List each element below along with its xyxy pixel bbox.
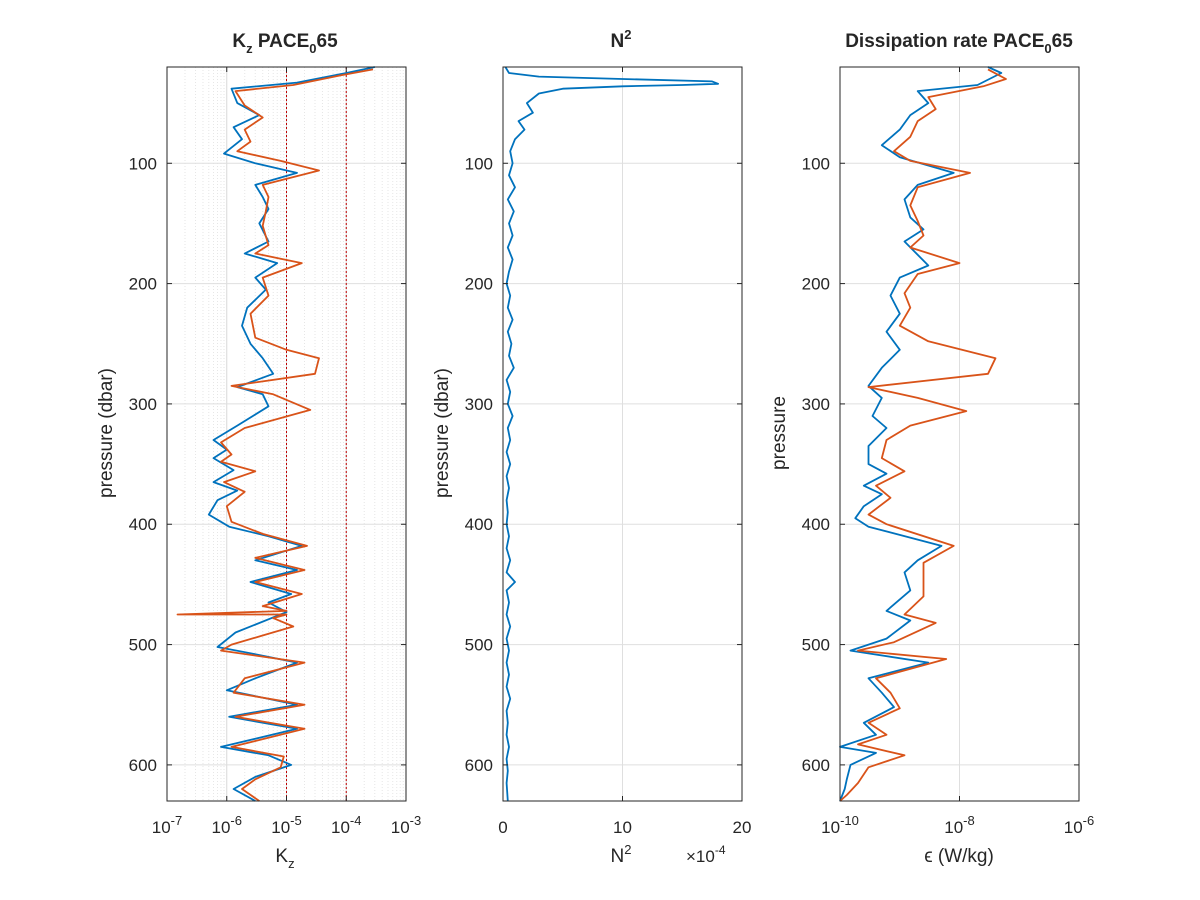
n2-chart-panel: 0 10 20 100 200 300 400 500 600 N2 N2 ×10-4 pre… [432, 27, 751, 867]
kz-x-axis-label: Kz [275, 846, 294, 871]
dissipation-axes [839, 66, 1080, 802]
dissipation-y-tick-label: 500 [802, 636, 830, 655]
kz-y-tick-label: 600 [129, 756, 157, 775]
dissipation-y-tick-label: 100 [802, 154, 830, 173]
dissipation-grid [840, 67, 1079, 801]
dissipation-chart-panel: 10-10 10-8 10-6 100 200 300 400 500 600 Dissipa… [769, 31, 1094, 867]
dissipation-x-axis-label: ϵ (W/kg) [924, 846, 994, 867]
n2-x-multiplier: ×10-4 [686, 843, 726, 866]
n2-y-axis-label: pressure (dbar) [432, 368, 453, 498]
n2-grid [503, 67, 742, 801]
dissipation-y-tick-label: 300 [802, 395, 830, 414]
n2-x-tick-label: 0 [498, 818, 507, 837]
n2-x-tick-label: 20 [733, 818, 752, 837]
n2-y-tick-label: 300 [465, 395, 493, 414]
kz-y-tick-label: 500 [129, 636, 157, 655]
kz-grid [166, 67, 406, 801]
dissipation-series-group [839, 66, 1007, 802]
dissipation-x-tick-labels: 10-10 10-8 10-6 [821, 813, 1094, 837]
n2-y-tick-label: 200 [465, 275, 493, 294]
kz-y-tick-labels: 100 200 300 400 500 600 [129, 154, 157, 775]
dissipation-y-tick-label: 200 [802, 275, 830, 294]
dissipation-chart-title: Dissipation rate PACE065 [845, 31, 1073, 56]
n2-x-tick-label: 10 [613, 818, 632, 837]
n2-y-tick-label: 400 [465, 515, 493, 534]
n2-x-tick-labels: 0 10 20 [498, 818, 751, 837]
kz-chart-panel: 10-7 10-6 10-5 10-4 10-3 100200300400500600 … [96, 31, 421, 871]
kz-y-tick-label: 200 [129, 275, 157, 294]
n2-chart-title: N2 [611, 27, 632, 52]
n2-y-tick-label: 600 [465, 756, 493, 775]
kz-chart-title: Kz PACE065 [232, 31, 338, 56]
dissipation-y-axis-label: pressure [769, 396, 790, 470]
dissipation-y-tick-label: 600 [802, 756, 830, 775]
dissipation-x-tick-label: 10-6 [1064, 813, 1094, 837]
kz-y-axis-label: pressure (dbar) [96, 368, 117, 498]
n2-y-tick-label: 100 [465, 154, 493, 173]
n2-series-1-line [504, 66, 719, 802]
dissipation-y-tick-labels: 100 200 300 400 500 600 [802, 154, 830, 775]
n2-series-group [504, 66, 719, 802]
kz-series-2-line [176, 68, 374, 802]
dissipation-x-tick-label: 10-10 [821, 813, 859, 837]
kz-x-tick-label: 10-6 [212, 813, 242, 837]
kz-axes [166, 66, 407, 802]
kz-series-group [176, 66, 375, 802]
n2-axes [502, 66, 743, 802]
kz-x-tick-label: 10-7 [152, 813, 182, 837]
dissipation-series-1-line [839, 66, 1003, 802]
kz-x-tick-label: 10-3 [391, 813, 421, 837]
n2-y-tick-label: 500 [465, 636, 493, 655]
dissipation-series-2-line [839, 68, 1007, 802]
n2-x-axis-label: N2 [611, 842, 632, 867]
kz-x-tick-label: 10-5 [271, 813, 301, 837]
kz-x-tick-labels: 10-7 10-6 10-5 10-4 10-3 [152, 813, 421, 837]
kz-x-tick-label: 10-4 [331, 813, 361, 837]
kz-y-tick-label: 400 [129, 515, 157, 534]
dissipation-x-tick-label: 10-8 [944, 813, 974, 837]
dissipation-y-tick-label: 400 [802, 515, 830, 534]
kz-y-tick-label: 100 [129, 154, 157, 173]
kz-y-tick-label: 300 [129, 395, 157, 414]
n2-y-tick-labels: 100 200 300 400 500 600 [465, 154, 493, 775]
